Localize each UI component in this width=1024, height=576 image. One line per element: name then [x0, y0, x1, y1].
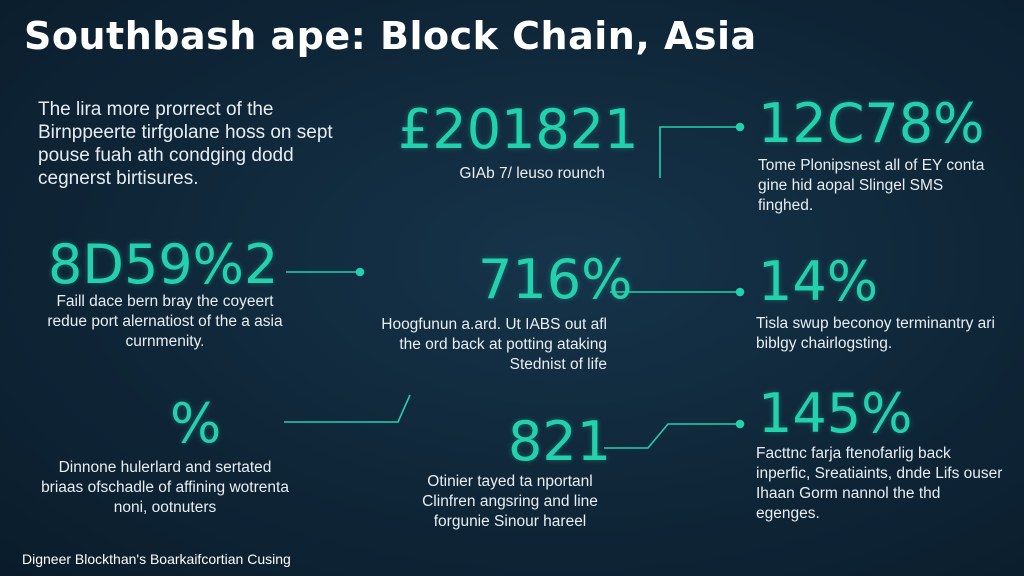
stat-value: %: [170, 392, 222, 455]
stat-value: £201821: [398, 98, 639, 161]
intro-text: The lira more prorrect of the Birnppeert…: [38, 99, 333, 189]
connector-5-dot: [735, 419, 745, 429]
stat-description: Tome Plonipsnest all of EY conta gine hi…: [758, 157, 985, 214]
footer-text: Digneer Blockthan's Boarkaifcortian Cusi…: [22, 551, 291, 567]
stat-description: Faill dace bern bray the coyeert redue p…: [47, 293, 283, 350]
connector-2-dot: [355, 267, 365, 277]
connector-3-dot: [735, 287, 745, 297]
connector-1: [659, 126, 738, 178]
stat-description: Hoogfunun a.ard. Ut IABS out afl the ord…: [381, 316, 607, 373]
stat-value: 14%: [758, 250, 879, 313]
stat-description: Tisla swup beconoy terminantry ari biblg…: [756, 315, 995, 352]
stat-description: Dinnone hulerlard and sertated briaas of…: [41, 459, 289, 516]
connector-4: [284, 394, 411, 423]
stat-value: 12C78%: [758, 92, 985, 155]
stat-value: 716%: [478, 248, 633, 311]
connector-1-dot: [735, 122, 745, 132]
stat-value: 8D59%2: [48, 233, 279, 296]
page-title: Southbash ape: Block Chain, Asia: [24, 14, 757, 58]
stat-value: 145%: [758, 382, 913, 445]
stat-description: Otinier tayed ta nportanl Clinfren angsr…: [422, 473, 598, 530]
stat-description: Facttnc farja ftenofarlig back inperfic,…: [756, 445, 1003, 522]
connector-5: [604, 423, 738, 449]
stat-value: 821: [508, 410, 612, 473]
stat-description: GIAb 7/ leuso rounch: [459, 165, 605, 182]
